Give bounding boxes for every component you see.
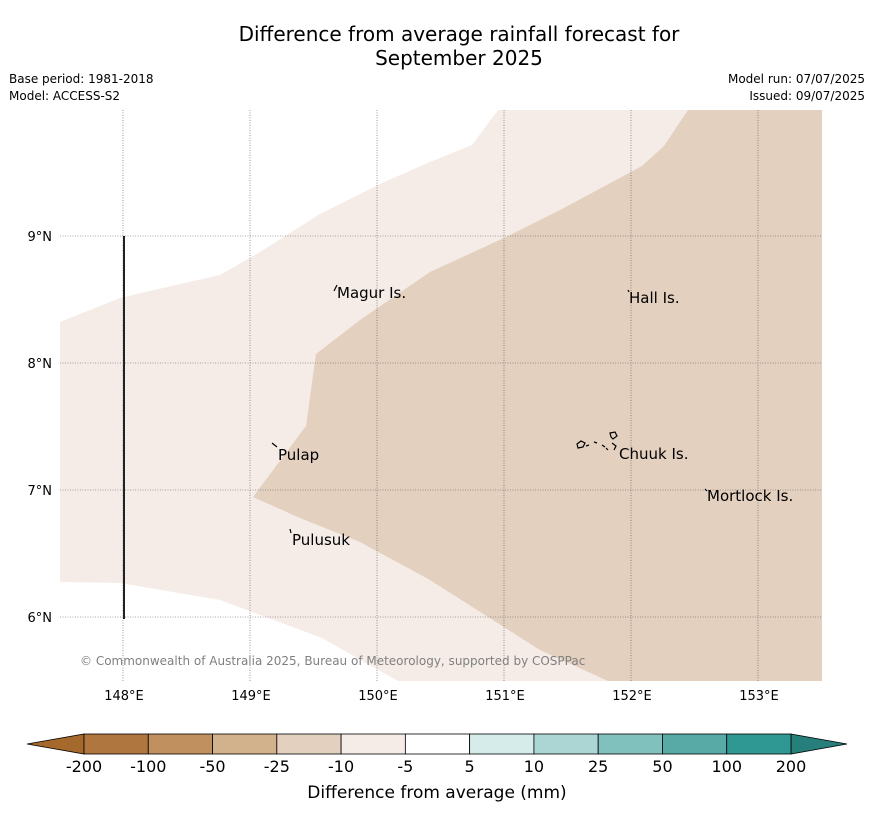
colorbar-tick-label: -200 (66, 757, 102, 776)
lat-label-8n: 8°N (28, 357, 53, 372)
colorbar-segment (662, 733, 728, 755)
colorbar-segment (726, 733, 792, 755)
map-area (60, 110, 822, 681)
magur-island-marker (333, 284, 338, 292)
lon-label-149: 149°E (231, 689, 271, 704)
label-chuuk: Chuuk Is. (619, 445, 688, 463)
pulap-marker (271, 442, 278, 448)
mortlock-marker (704, 488, 708, 492)
map-title: Difference from average rainfall forecas… (0, 22, 873, 70)
colorbar-tick-label: -100 (130, 757, 166, 776)
issued-text: Issued: 09/07/2025 (749, 89, 865, 103)
graticule (60, 110, 822, 681)
colorbar-segment (212, 733, 278, 755)
label-pulap: Pulap (278, 446, 319, 464)
colorbar-tick-label: 25 (588, 757, 608, 776)
colorbar-tick-label: -10 (328, 757, 354, 776)
lat-axis-labels: 9°N 8°N 7°N 6°N (28, 230, 53, 626)
copyright-text: © Commonwealth of Australia 2025, Bureau… (80, 654, 585, 668)
lat-label-6n: 6°N (28, 611, 53, 626)
label-pulusuk: Pulusuk (292, 531, 350, 549)
anomaly-region-medium (253, 110, 822, 681)
map-title-line2: September 2025 (375, 46, 543, 70)
base-period-text: Base period: 1981-2018 (9, 72, 154, 86)
lon-axis-labels: 148°E 149°E 150°E 151°E 152°E 153°E (104, 689, 779, 704)
label-hall: Hall Is. (629, 289, 680, 307)
colorbar-tick-label: 10 (524, 757, 544, 776)
lon-label-153: 153°E (739, 689, 779, 704)
colorbar-segment (276, 733, 342, 755)
lon-label-150: 150°E (358, 689, 398, 704)
lat-label-9n: 9°N (28, 230, 53, 245)
colorbar-segment (597, 733, 663, 755)
label-mortlock: Mortlock Is. (707, 487, 793, 505)
colorbar-segment (147, 733, 213, 755)
map-title-line1: Difference from average rainfall forecas… (238, 22, 680, 46)
lat-label-7n: 7°N (28, 484, 53, 499)
colorbar-segment (533, 733, 599, 755)
meta-left: Base period: 1981-2018 Model: ACCESS-S2 (9, 71, 154, 105)
colorbar-tick-label: -5 (397, 757, 413, 776)
hall-island-marker (627, 289, 630, 293)
colorbar: -200 -100 -50 -25 -10 -5 5 10 25 50 100 200 (26, 733, 848, 776)
colorbar-segment (340, 733, 406, 755)
colorbar-arrow-high (790, 733, 848, 755)
colorbar-title: Difference from average (mm) (307, 783, 566, 803)
colorbar-tick-label: -25 (264, 757, 290, 776)
colorbar-tick-label: 5 (465, 757, 475, 776)
colorbar-tick-label: 200 (776, 757, 807, 776)
meta-right: Model run: 07/07/2025 Issued: 09/07/2025 (728, 71, 865, 105)
model-text: Model: ACCESS-S2 (9, 89, 121, 103)
colorbar-tick-label: 100 (711, 757, 742, 776)
colorbar-tick-label: -50 (199, 757, 225, 776)
label-magur: Magur Is. (337, 284, 406, 302)
lon-label-151: 151°E (485, 689, 525, 704)
place-labels: Magur Is. Hall Is. Pulap Chuuk Is. Mortl… (278, 284, 793, 549)
colorbar-segment (404, 733, 471, 755)
colorbar-tick-label: 50 (652, 757, 672, 776)
lon-label-152: 152°E (612, 689, 652, 704)
colorbar-segment (83, 733, 149, 755)
lon-label-148: 148°E (104, 689, 144, 704)
chuuk-lagoon-islands (576, 431, 618, 451)
island-markers (271, 284, 708, 534)
colorbar-segment (469, 733, 535, 755)
pulusuk-marker (289, 528, 292, 534)
colorbar-arrow-low (26, 733, 85, 755)
model-run-text: Model run: 07/07/2025 (727, 72, 865, 86)
